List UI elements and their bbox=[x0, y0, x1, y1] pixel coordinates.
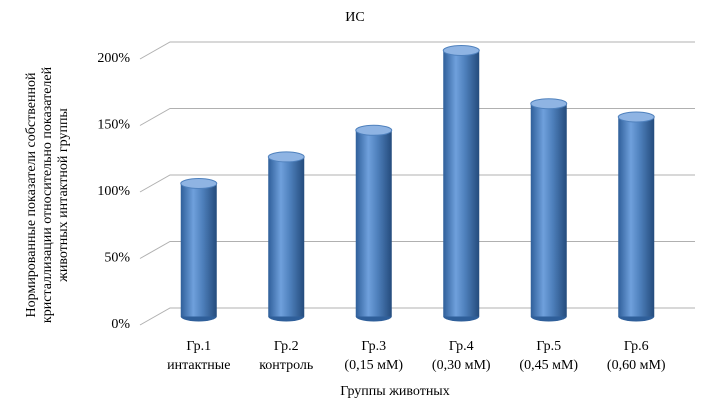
grid-line bbox=[139, 241, 695, 259]
bar-top bbox=[355, 124, 393, 136]
x-tick-label: контроль bbox=[259, 358, 313, 373]
grid-line bbox=[139, 307, 695, 326]
grid-line bbox=[139, 41, 695, 60]
x-tick-label: интактные bbox=[167, 358, 230, 373]
y-tick-label: 200% bbox=[97, 51, 130, 66]
x-tick-label: Гр.3 bbox=[361, 339, 386, 354]
y-tick-label: 50% bbox=[104, 251, 130, 266]
y-axis-label-line: кристаллизации относительно показателей bbox=[40, 66, 55, 323]
bar bbox=[443, 50, 480, 317]
y-tick-label: 150% bbox=[97, 118, 130, 133]
bar-top bbox=[530, 98, 568, 110]
y-tick-label: 0% bbox=[111, 317, 130, 332]
y-axis-label-line: Нормированные показатели собственной bbox=[24, 72, 39, 317]
bar bbox=[530, 103, 567, 317]
y-tick-label: 100% bbox=[97, 184, 130, 199]
y-axis-label: Нормированные показатели собственной крис… bbox=[24, 66, 71, 323]
bar bbox=[618, 117, 655, 317]
chart-title: ИС bbox=[345, 10, 364, 25]
x-tick-label: Гр.2 bbox=[274, 339, 299, 354]
x-tick-label: Гр.5 bbox=[536, 339, 561, 354]
x-tick-label: (0,60 мМ) bbox=[607, 358, 666, 373]
x-axis-label: Группы животных bbox=[340, 384, 449, 399]
bar-top bbox=[617, 111, 655, 123]
bar bbox=[355, 130, 392, 317]
bar-top bbox=[267, 151, 305, 163]
bar-top bbox=[442, 45, 480, 56]
bar bbox=[180, 183, 217, 317]
x-tick-label: Гр.1 bbox=[186, 339, 211, 354]
grid-line bbox=[139, 108, 695, 126]
bar bbox=[268, 156, 305, 317]
x-tick-label: (0,45 мМ) bbox=[519, 358, 578, 373]
bar-top bbox=[180, 178, 218, 189]
x-tick-label: (0,30 мМ) bbox=[432, 358, 491, 373]
x-tick-label: Гр.6 bbox=[624, 339, 649, 354]
x-tick-label: Гр.4 bbox=[449, 339, 474, 354]
y-axis-label-line: животных интактной группы bbox=[56, 108, 71, 283]
grid-line bbox=[139, 174, 695, 193]
x-tick-label: (0,15 мМ) bbox=[344, 358, 403, 373]
